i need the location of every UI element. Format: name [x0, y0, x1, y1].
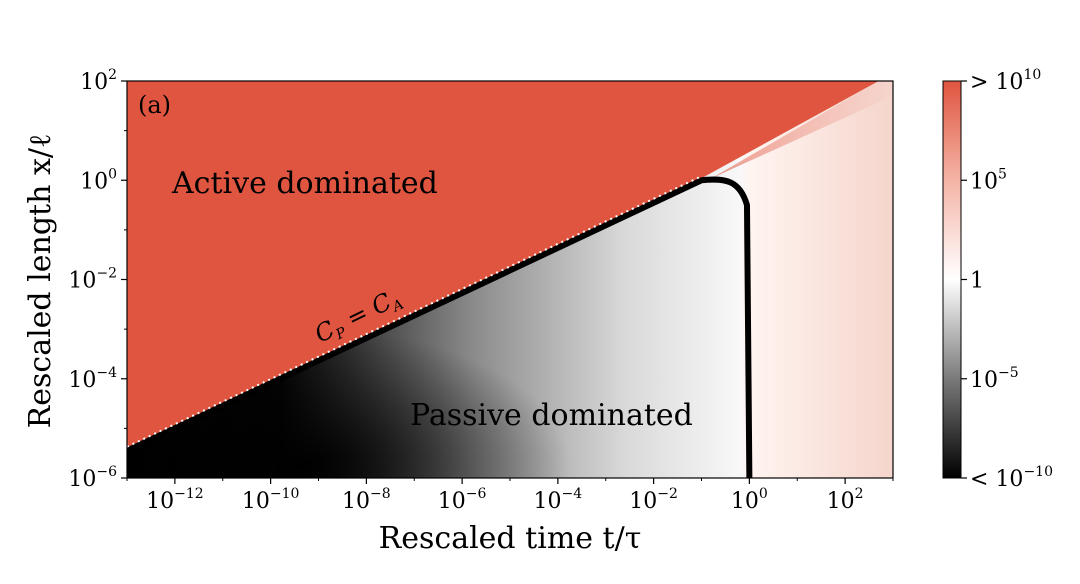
region-label-passive: Passive dominated — [410, 398, 693, 433]
colorbar — [942, 80, 962, 479]
colorbar-axis: > 1010 105 1 10−5 < 10−10 — [961, 67, 1053, 492]
x-tick-label: 10−12 — [146, 486, 204, 514]
colorbar-tick-label: 1 — [970, 269, 984, 294]
x-tick-label: 10−6 — [438, 486, 487, 514]
x-tick-label: 10−10 — [242, 486, 300, 514]
colorbar-tick-label: < 10−10 — [970, 464, 1053, 492]
x-tick-label: 102 — [827, 486, 864, 514]
active-region-fade — [711, 81, 893, 179]
panel-label: (a) — [138, 91, 171, 119]
x-axis: 10−12 10−10 10−8 10−6 10−4 10−2 100 102 — [126, 478, 894, 514]
y-tick-label: 10−2 — [68, 266, 117, 294]
colorbar-tick-label: 10−5 — [970, 365, 1019, 393]
y-tick-label: 102 — [80, 67, 117, 95]
x-tick-label: 10−4 — [534, 486, 583, 514]
heatmap-area — [127, 81, 893, 478]
colorbar-tick-label: 105 — [970, 166, 1007, 194]
y-tick-label: 10−4 — [68, 365, 117, 393]
boundary-curve — [127, 176, 753, 478]
x-tick-label: 10−2 — [629, 486, 678, 514]
x-tick-label: 100 — [731, 486, 768, 514]
x-tick-label: 10−8 — [342, 486, 391, 514]
colorbar-tick-label: > 1010 — [970, 67, 1041, 95]
y-axis-title: Rescaled length x/ℓ — [23, 134, 58, 429]
region-label-active: Active dominated — [171, 166, 438, 201]
y-tick-label: 100 — [80, 166, 117, 194]
x-axis-title: Rescaled time t/τ — [379, 521, 642, 556]
boundary-dotted-line — [127, 175, 702, 448]
y-tick-label: 10−6 — [68, 464, 117, 492]
y-axis: 102 100 10−2 10−4 10−6 — [68, 67, 127, 492]
active-region-fill — [127, 81, 879, 449]
